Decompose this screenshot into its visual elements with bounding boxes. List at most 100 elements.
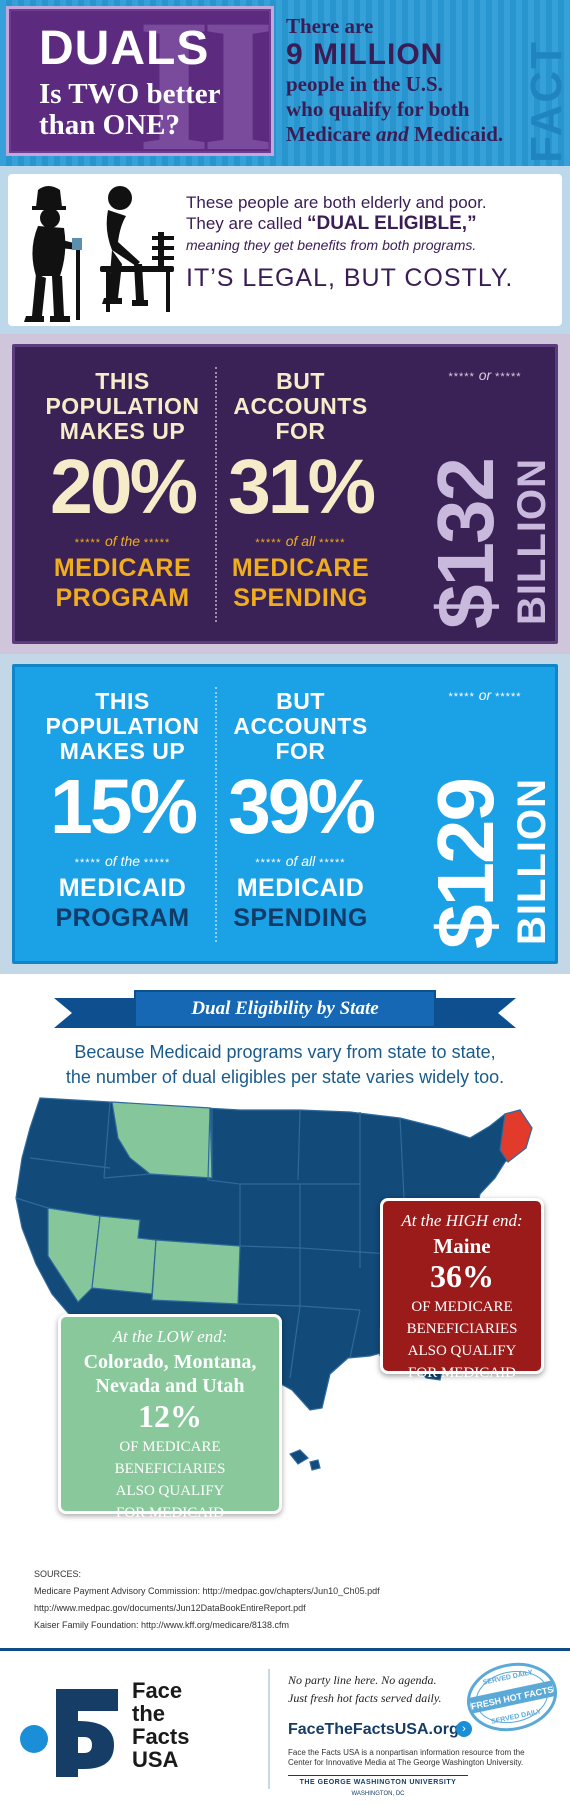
stars-decoration: ***** (255, 537, 282, 549)
medicare-amount: $132 (427, 459, 510, 629)
header-and-word: and (376, 122, 409, 146)
medicaid-spending-percent: 39% (227, 764, 376, 850)
heading-line: POPULATION (45, 393, 200, 419)
or-text: or (478, 687, 492, 703)
dotted-divider (215, 367, 217, 622)
high-end-label: At the HIGH end: (401, 1211, 523, 1230)
medicare-spending-heading: BUT ACCOUNTS FOR (213, 369, 388, 444)
low-end-states: Colorado, Montana, Nevada and Utah (61, 1350, 279, 1398)
heading-line: FOR (275, 738, 326, 764)
wordmark-line: Facts (132, 1724, 190, 1749)
hawaii-shape (289, 1449, 321, 1471)
desc-line: FOR MEDICAID (408, 1365, 516, 1381)
desc-line: OF MEDICARE (119, 1439, 221, 1455)
intro-text: These people are both elderly and poor. … (186, 192, 556, 297)
medicaid-spending-heading: BUT ACCOUNTS FOR (213, 689, 388, 764)
medicaid-or-line: ***** or ***** (425, 687, 545, 703)
source-kaiser[interactable]: Kaiser Family Foundation: http://www.kff… (34, 1620, 289, 1630)
high-end-callout: At the HIGH end: Maine 36% OF MEDICARE B… (380, 1198, 544, 1381)
source-medpac-databook[interactable]: http://www.medpac.gov/documents/Jun12Dat… (34, 1603, 306, 1613)
medicaid-spending-connector: ***** of all ***** (213, 853, 388, 869)
footer-divider (268, 1669, 270, 1789)
sources-label: SOURCES: (34, 1569, 82, 1579)
stars-decoration: ***** (319, 537, 346, 549)
side-fact-word: FACT (522, 40, 570, 163)
map-description-line: Because Medicaid programs vary from stat… (74, 1042, 496, 1062)
medicaid-program-label: MEDICAID PROGRAM (35, 873, 210, 933)
connector-text: of all (285, 533, 316, 549)
title-question-line2: than ONE? (39, 109, 181, 141)
logo-wordmark: Face the Facts USA (132, 1679, 189, 1771)
medicare-population-column: THIS POPULATION MAKES UP 20% ***** of th… (35, 347, 210, 641)
footer: Face the Facts USA No party line here. N… (0, 1648, 570, 1805)
medicare-spending-percent: 31% (227, 444, 376, 530)
heading-line: MAKES UP (59, 418, 186, 444)
intro-band: These people are both elderly and poor. … (0, 166, 570, 334)
header-9-million: 9 MILLION (286, 38, 444, 71)
medicare-amount-vertical: $132 BILLION (427, 458, 554, 629)
label-line: SPENDING (233, 904, 368, 932)
connector-text: of all (285, 853, 316, 869)
intro-line-elderly-poor: These people are both elderly and poor. (186, 193, 487, 212)
ribbon-tail-right (426, 998, 516, 1028)
desc-line: OF MEDICARE (411, 1299, 513, 1315)
source-medpac-chapter[interactable]: Medicare Payment Advisory Commission: ht… (34, 1586, 380, 1596)
dotted-divider (215, 687, 217, 942)
fresh-hot-facts-stamp: SERVED DAILY FRESH HOT FACTS SERVED DAIL… (466, 1662, 558, 1732)
tagline-line: No party line here. No agenda. (288, 1673, 437, 1687)
heading-line: ACCOUNTS (233, 393, 368, 419)
gwu-name: THE GEORGE WASHINGTON UNIVERSITY (288, 1775, 468, 1786)
title-question-line1: Is TWO better (39, 78, 221, 110)
or-text: or (478, 367, 492, 383)
face-the-facts-logo[interactable] (18, 1681, 128, 1777)
medicaid-amount-unit: BILLION (510, 778, 554, 945)
low-end-description: OF MEDICARE BENEFICIARIES ALSO QUALIFY F… (61, 1436, 279, 1524)
desc-line: BENEFICIARIES (406, 1321, 518, 1337)
header-statement: There are 9 MILLION people in the U.S. w… (286, 14, 556, 147)
ribbon-title: Dual Eligibility by State (134, 990, 436, 1028)
stars-decoration: ***** (495, 371, 522, 383)
medicaid-population-heading: THIS POPULATION MAKES UP (35, 689, 210, 764)
low-end-percent: 12% (138, 1398, 202, 1434)
title-question: Is TWO better than ONE? (39, 79, 221, 141)
header-line-people: people in the U.S. (286, 72, 443, 96)
colorado-shape (151, 1239, 241, 1305)
medicare-spending-column: BUT ACCOUNTS FOR 31% ***** of all ***** … (213, 347, 388, 641)
connector-text: of the (104, 853, 141, 869)
connector-text: of the (104, 533, 141, 549)
footer-tagline: No party line here. No agenda. Just fres… (288, 1671, 442, 1707)
medicare-band: THIS POPULATION MAKES UP 20% ***** of th… (0, 334, 570, 654)
footer-note: Face the Facts USA is a nonpartisan info… (288, 1748, 525, 1767)
header-line-there-are: There are (286, 14, 374, 38)
medicaid-panel: THIS POPULATION MAKES UP 15% ***** of th… (12, 664, 558, 964)
heading-line: BUT (276, 368, 325, 394)
medicaid-population-connector: ***** of the ***** (35, 853, 210, 869)
medicare-spending-label: MEDICARE SPENDING (213, 553, 388, 613)
intro-card: These people are both elderly and poor. … (8, 174, 562, 326)
arrow-right-icon[interactable]: › (456, 1721, 472, 1737)
high-end-description: OF MEDICARE BENEFICIARIES ALSO QUALIFY F… (383, 1296, 541, 1384)
heading-line: FOR (275, 418, 326, 444)
wordmark-line: USA (132, 1747, 179, 1772)
header-medicaid-word: Medicaid. (413, 122, 504, 146)
stars-decoration: ***** (74, 537, 102, 549)
website-link[interactable]: FaceTheFactsUSA.org (288, 1721, 459, 1738)
medicaid-amount: $129 (427, 779, 510, 949)
medicare-population-percent: 20% (49, 444, 198, 530)
label-line: SPENDING (233, 584, 368, 612)
map-description: Because Medicaid programs vary from stat… (0, 1040, 570, 1090)
medicare-population-connector: ***** of the ***** (35, 533, 210, 549)
wordmark-line: Face (132, 1678, 183, 1703)
heading-line: ACCOUNTS (233, 713, 368, 739)
medicare-spending-connector: ***** of all ***** (213, 533, 388, 549)
gwu-location: WASHINGTON, DC (351, 1791, 405, 1797)
header-line-programs: Medicare and Medicaid. (286, 122, 556, 147)
medicaid-spending-label: MEDICAID SPENDING (213, 873, 388, 933)
stars-decoration: ***** (143, 537, 171, 549)
medicaid-population-percent: 15% (49, 764, 198, 850)
elderly-silhouette-illustration (24, 186, 174, 322)
desc-line: BENEFICIARIES (114, 1461, 226, 1477)
heading-line: BUT (276, 688, 325, 714)
desc-line: ALSO QUALIFY (407, 1343, 517, 1359)
heading-line: MAKES UP (59, 738, 186, 764)
